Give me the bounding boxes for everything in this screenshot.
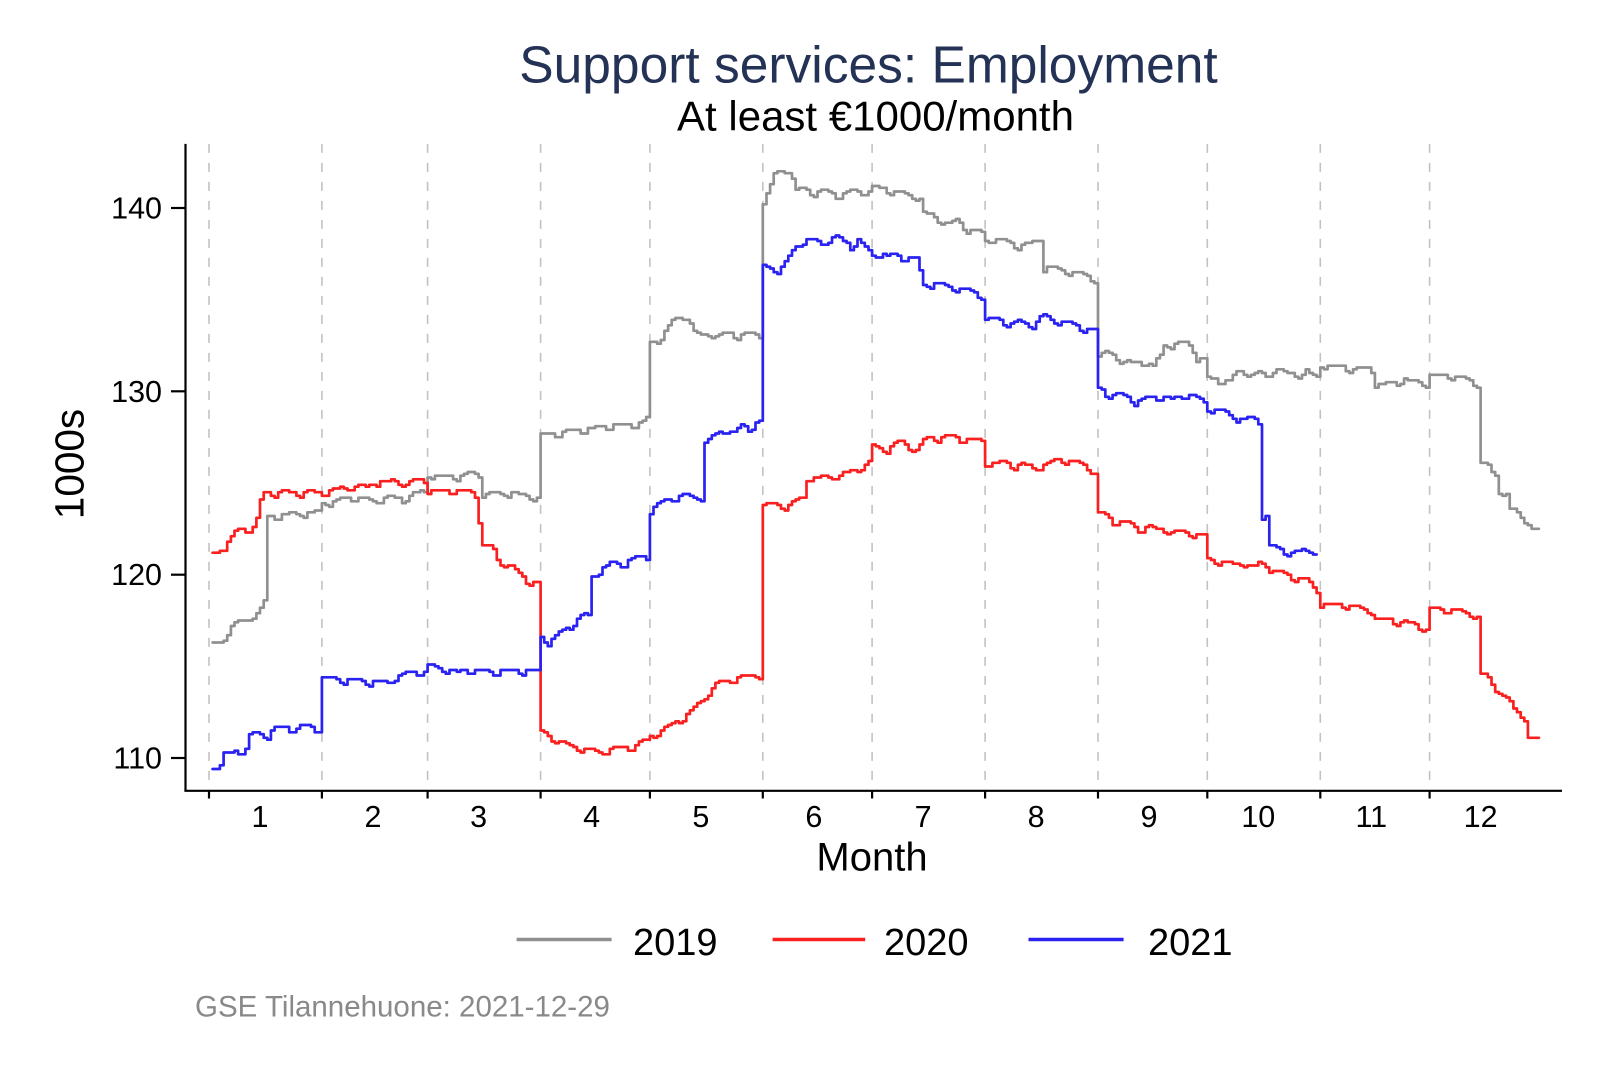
svg-text:8: 8 bbox=[1028, 800, 1045, 834]
svg-text:2019: 2019 bbox=[633, 922, 718, 964]
svg-text:Month: Month bbox=[816, 835, 927, 879]
svg-text:12: 12 bbox=[1464, 800, 1498, 834]
svg-text:7: 7 bbox=[915, 800, 932, 834]
svg-text:2020: 2020 bbox=[884, 922, 969, 964]
svg-text:2021: 2021 bbox=[1148, 922, 1233, 964]
svg-text:1: 1 bbox=[252, 800, 269, 834]
svg-text:6: 6 bbox=[805, 800, 822, 834]
svg-text:10: 10 bbox=[1241, 800, 1275, 834]
svg-text:120: 120 bbox=[111, 558, 162, 592]
svg-text:4: 4 bbox=[583, 800, 600, 834]
svg-text:GSE Tilannehuone: 2021-12-29: GSE Tilannehuone: 2021-12-29 bbox=[195, 991, 610, 1024]
svg-text:2: 2 bbox=[365, 800, 382, 834]
svg-text:3: 3 bbox=[470, 800, 487, 834]
svg-text:110: 110 bbox=[113, 742, 162, 776]
svg-text:11: 11 bbox=[1355, 800, 1387, 834]
svg-text:1000s: 1000s bbox=[47, 409, 93, 519]
svg-text:9: 9 bbox=[1141, 800, 1158, 834]
svg-text:5: 5 bbox=[692, 800, 709, 834]
svg-text:130: 130 bbox=[111, 375, 162, 409]
svg-text:140: 140 bbox=[111, 192, 162, 226]
svg-text:At least €1000/month: At least €1000/month bbox=[677, 93, 1074, 140]
svg-text:Support services: Employment: Support services: Employment bbox=[519, 35, 1217, 93]
